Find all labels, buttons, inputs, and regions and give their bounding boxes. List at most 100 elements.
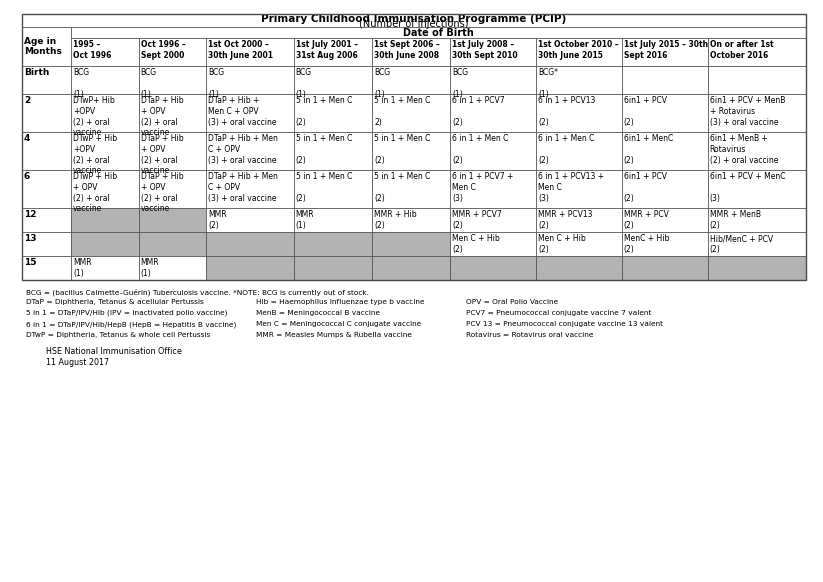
Bar bbox=[139, 132, 206, 170]
Bar bbox=[22, 170, 72, 208]
Text: 6 in 1 + Men C

(2): 6 in 1 + Men C (2) bbox=[538, 134, 594, 165]
Bar bbox=[372, 66, 450, 94]
Bar bbox=[22, 94, 72, 132]
Text: 1st Oct 2000 –
30th June 2001: 1st Oct 2000 – 30th June 2001 bbox=[208, 40, 273, 60]
Bar bbox=[139, 232, 206, 256]
Bar bbox=[206, 170, 294, 208]
Bar bbox=[22, 132, 72, 170]
Bar bbox=[372, 170, 450, 208]
Text: 6in1 + PCV + MenC

(3): 6in1 + PCV + MenC (3) bbox=[709, 172, 785, 203]
Bar bbox=[708, 232, 806, 256]
Bar bbox=[708, 132, 806, 170]
Bar bbox=[139, 94, 206, 132]
Text: BCG = (bacillus Calmette–Guérin) Tuberculosis vaccine. *NOTE: BCG is currently o: BCG = (bacillus Calmette–Guérin) Tubercu… bbox=[26, 288, 369, 296]
Text: BCG

(1): BCG (1) bbox=[208, 68, 225, 98]
Bar bbox=[622, 170, 708, 208]
Bar bbox=[294, 256, 372, 280]
Text: Hib = Haemophilus influenzae type b vaccine: Hib = Haemophilus influenzae type b vacc… bbox=[256, 299, 425, 305]
Bar bbox=[139, 208, 206, 232]
Bar bbox=[72, 66, 139, 94]
Text: 5 in 1 + Men C

2): 5 in 1 + Men C 2) bbox=[374, 96, 430, 126]
Bar bbox=[536, 256, 622, 280]
Text: DTaP + Hib
+ OPV
(2) + oral
vaccine: DTaP + Hib + OPV (2) + oral vaccine bbox=[141, 172, 184, 213]
Text: DTwP = Diphtheria, Tetanus & whole cell Pertussis: DTwP = Diphtheria, Tetanus & whole cell … bbox=[26, 332, 210, 338]
Bar bbox=[372, 94, 450, 132]
Bar bbox=[22, 66, 72, 94]
Bar bbox=[622, 38, 708, 66]
Bar bbox=[622, 94, 708, 132]
Text: 5 in 1 + Men C

(2): 5 in 1 + Men C (2) bbox=[374, 172, 430, 203]
Bar bbox=[372, 38, 450, 66]
Bar bbox=[294, 232, 372, 256]
Bar bbox=[139, 256, 206, 280]
Bar bbox=[536, 232, 622, 256]
Bar bbox=[622, 208, 708, 232]
Bar bbox=[372, 208, 450, 232]
Bar bbox=[22, 208, 72, 232]
Bar bbox=[708, 208, 806, 232]
Text: DTwP + Hib
+ OPV
(2) + oral
vaccine: DTwP + Hib + OPV (2) + oral vaccine bbox=[73, 172, 118, 213]
Bar bbox=[206, 66, 294, 94]
Text: PCV7 = Pneumococcal conjugate vaccine 7 valent: PCV7 = Pneumococcal conjugate vaccine 7 … bbox=[466, 310, 651, 316]
Text: 1995 –
Oct 1996: 1995 – Oct 1996 bbox=[73, 40, 112, 60]
Text: BCG

(1): BCG (1) bbox=[141, 68, 157, 98]
Bar bbox=[294, 132, 372, 170]
Text: Date of Birth: Date of Birth bbox=[403, 27, 474, 37]
Text: DTaP + Hib + Men
C + OPV
(3) + oral vaccine: DTaP + Hib + Men C + OPV (3) + oral vacc… bbox=[208, 134, 278, 165]
Text: 6 in 1 + PCV13

(2): 6 in 1 + PCV13 (2) bbox=[538, 96, 596, 126]
Bar bbox=[294, 208, 372, 232]
Text: 5 in 1 + Men C

(2): 5 in 1 + Men C (2) bbox=[295, 96, 352, 126]
Bar bbox=[206, 94, 294, 132]
Bar bbox=[372, 132, 450, 170]
Bar bbox=[450, 38, 536, 66]
Text: Hib/MenC + PCV
(2): Hib/MenC + PCV (2) bbox=[709, 234, 773, 254]
Text: MMR + PCV13
(2): MMR + PCV13 (2) bbox=[538, 210, 593, 230]
Bar bbox=[450, 232, 536, 256]
Bar bbox=[450, 94, 536, 132]
Bar bbox=[72, 132, 139, 170]
Bar bbox=[294, 94, 372, 132]
Text: MMR
(2): MMR (2) bbox=[208, 210, 227, 230]
Bar bbox=[450, 208, 536, 232]
Text: Age in
Months: Age in Months bbox=[24, 37, 62, 56]
Text: MMR + PCV
(2): MMR + PCV (2) bbox=[624, 210, 669, 230]
Text: 12: 12 bbox=[24, 210, 36, 219]
Bar bbox=[622, 66, 708, 94]
Bar bbox=[22, 232, 72, 256]
Bar bbox=[72, 27, 806, 38]
Bar bbox=[72, 256, 139, 280]
Text: 6in1 + PCV

(2): 6in1 + PCV (2) bbox=[624, 96, 667, 126]
Text: MMR
(1): MMR (1) bbox=[141, 258, 160, 278]
Bar bbox=[372, 232, 450, 256]
Bar bbox=[450, 256, 536, 280]
Text: 6: 6 bbox=[24, 172, 30, 181]
Bar bbox=[708, 94, 806, 132]
Bar bbox=[206, 132, 294, 170]
Text: 5 in 1 + Men C

(2): 5 in 1 + Men C (2) bbox=[374, 134, 430, 165]
Bar bbox=[450, 66, 536, 94]
Bar bbox=[294, 38, 372, 66]
Text: Men C = Meningococcal C conjugate vaccine: Men C = Meningococcal C conjugate vaccin… bbox=[256, 321, 421, 327]
Text: 1st July 2001 –
31st Aug 2006: 1st July 2001 – 31st Aug 2006 bbox=[295, 40, 358, 60]
Bar bbox=[206, 208, 294, 232]
Text: (Number of injections): (Number of injections) bbox=[360, 19, 469, 29]
Text: DTwP+ Hib
+OPV
(2) + oral
vaccine: DTwP+ Hib +OPV (2) + oral vaccine bbox=[73, 96, 115, 137]
Bar bbox=[22, 256, 72, 280]
Text: DTwP + Hib
+OPV
(2) + oral
vaccine: DTwP + Hib +OPV (2) + oral vaccine bbox=[73, 134, 118, 175]
Text: PCV 13 = Pneumococcal conjugate vaccine 13 valent: PCV 13 = Pneumococcal conjugate vaccine … bbox=[466, 321, 663, 327]
Bar bbox=[72, 232, 139, 256]
Text: Primary Childhood Immunisation Programme (PCIP): Primary Childhood Immunisation Programme… bbox=[262, 13, 566, 23]
Text: BCG*

(1): BCG* (1) bbox=[538, 68, 558, 98]
Text: Men C + Hib
(2): Men C + Hib (2) bbox=[453, 234, 500, 254]
Bar bbox=[622, 132, 708, 170]
Text: Rotavirus = Rotavirus oral vaccine: Rotavirus = Rotavirus oral vaccine bbox=[466, 332, 593, 338]
Text: MMR
(1): MMR (1) bbox=[73, 258, 92, 278]
Text: 2: 2 bbox=[24, 96, 30, 105]
Text: MMR + PCV7
(2): MMR + PCV7 (2) bbox=[453, 210, 502, 230]
Text: MMR = Measles Mumps & Rubella vaccine: MMR = Measles Mumps & Rubella vaccine bbox=[256, 332, 412, 338]
Text: BCG

(1): BCG (1) bbox=[374, 68, 390, 98]
Text: 6in1 + MenC

(2): 6in1 + MenC (2) bbox=[624, 134, 673, 165]
Bar bbox=[536, 66, 622, 94]
Text: 1st Sept 2006 –
30th June 2008: 1st Sept 2006 – 30th June 2008 bbox=[374, 40, 439, 60]
Bar bbox=[294, 170, 372, 208]
